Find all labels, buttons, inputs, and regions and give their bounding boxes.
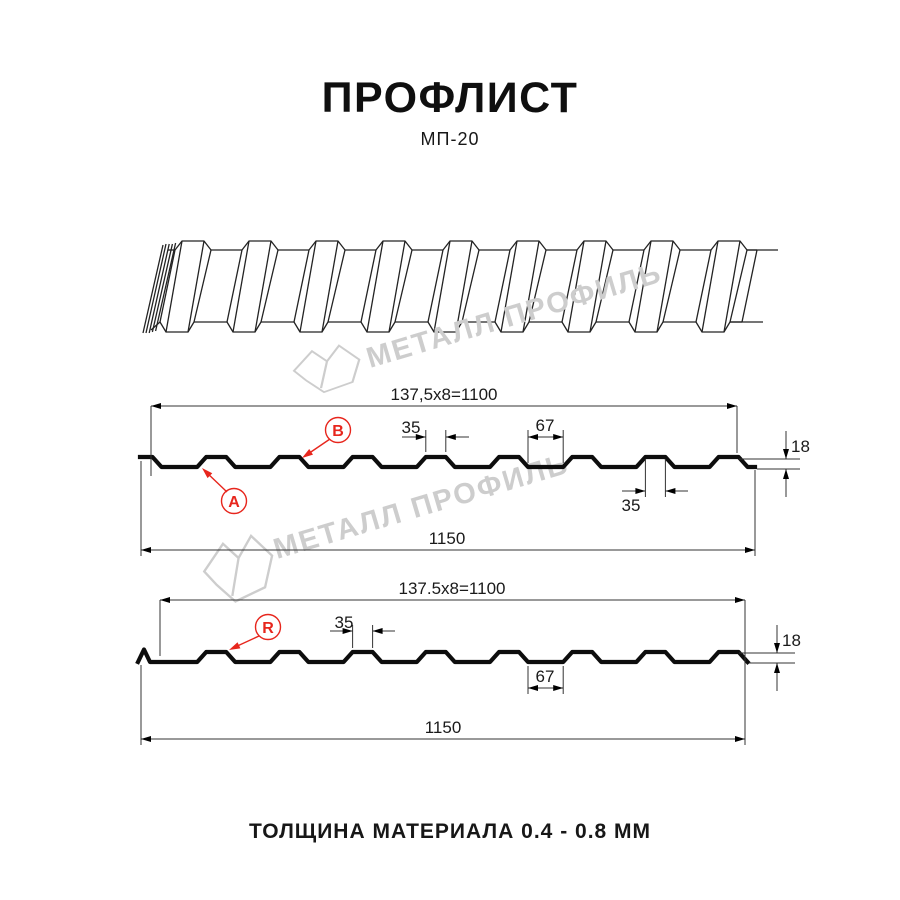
- dim-overall-back: 1150: [425, 718, 462, 737]
- profile-back-dimensions: 137.5x8=1100 35 67 18 1150: [140, 579, 801, 745]
- callout-b-label: B: [332, 423, 344, 440]
- dim-module-back: 137.5x8=1100: [399, 579, 506, 598]
- dim-valley-back: 67: [536, 667, 555, 686]
- dim-height-front: 18: [791, 437, 810, 456]
- profile-back-drawing: [135, 647, 751, 665]
- profile-back-callouts: R: [227, 613, 282, 654]
- dim-overall-front: 1150: [429, 529, 466, 548]
- sheet-cut-edge-hatch: [142, 242, 177, 334]
- dim-module-front: 137,5x8=1100: [391, 385, 498, 404]
- dim-crest-front: 35: [402, 418, 421, 437]
- profile-front-drawing: [137, 454, 758, 470]
- callout-a-label: A: [228, 494, 240, 511]
- watermark-middle: МЕТАЛЛ ПРОФИЛЬ: [203, 448, 573, 603]
- metall-profil-logo-icon: [292, 344, 361, 394]
- sheet-3d-drawing: [142, 240, 779, 334]
- callout-r-circle: [254, 613, 282, 641]
- sheet-right-edge: [741, 249, 758, 323]
- callout-a-circle: [220, 487, 248, 515]
- callout-b-circle: [324, 416, 352, 444]
- metall-profil-logo-icon: [203, 534, 274, 603]
- dim-crest-back: 35: [335, 613, 354, 632]
- dim-valley-front: 67: [536, 416, 555, 435]
- callout-r-label: R: [262, 620, 274, 637]
- page-title: ПРОФЛИСТ: [321, 74, 579, 122]
- profile-front-outline: [137, 454, 758, 470]
- dim-height-back: 18: [782, 631, 801, 650]
- watermark-top: МЕТАЛЛ ПРОФИЛЬ: [292, 257, 666, 394]
- watermark-text: МЕТАЛЛ ПРОФИЛЬ: [363, 257, 666, 375]
- product-code: МП-20: [420, 129, 480, 149]
- profile-front-callouts: A B: [199, 416, 352, 515]
- material-thickness-note: ТОЛЩИНА МАТЕРИАЛА 0.4 - 0.8 ММ: [248, 820, 652, 843]
- profile-front-dimensions: 137,5x8=1100 35 67 35 18: [140, 385, 810, 556]
- dim-crest-bottom-front: 35: [622, 496, 641, 515]
- profile-back-outline: [135, 647, 751, 665]
